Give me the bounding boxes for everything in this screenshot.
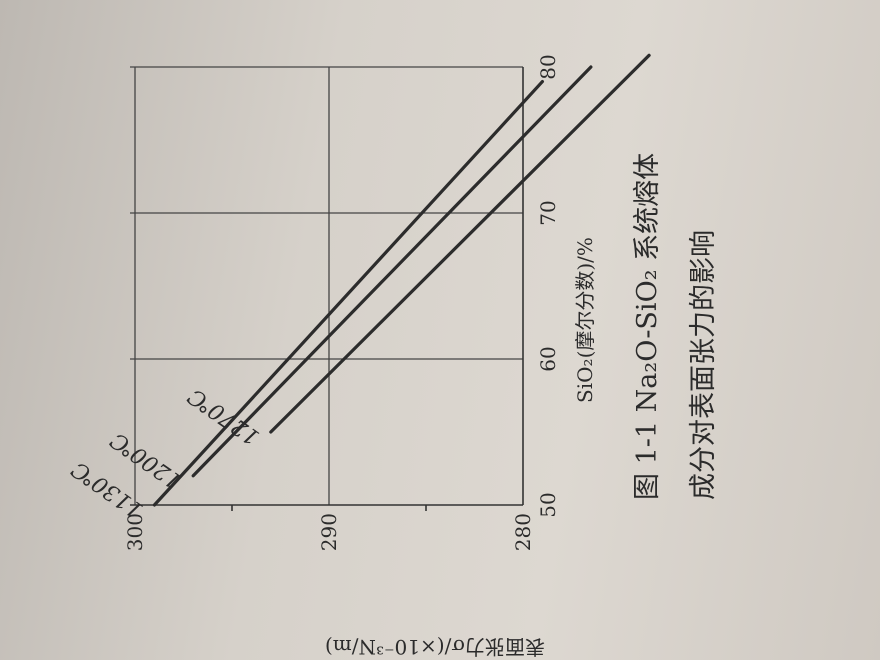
y-tick-label-300: 300 xyxy=(123,513,147,551)
series-line-2 xyxy=(269,53,651,434)
series-line-0 xyxy=(152,79,545,507)
x-tick-label-80: 80 xyxy=(536,54,560,79)
y-tick-label-280: 280 xyxy=(511,513,535,551)
x-tick-label-50: 50 xyxy=(536,492,560,517)
series-lines xyxy=(152,53,651,507)
x-tick-label-70: 70 xyxy=(536,200,560,225)
caption-line-2: 成分对表面张力的影响 xyxy=(688,230,719,500)
axes xyxy=(130,67,524,511)
series-line-1 xyxy=(191,65,593,478)
grid xyxy=(130,66,523,505)
x-axis-title: SiO₂(摩尔分数)/% xyxy=(573,237,597,403)
caption-line-1: 图 1-1 Na₂O-SiO₂ 系统熔体 xyxy=(632,153,663,500)
y-axis-title: 表面张力σ/(×10⁻³N/m) xyxy=(325,635,545,659)
y-tick-label-290: 290 xyxy=(317,513,341,551)
x-tick-label-60: 60 xyxy=(536,346,560,371)
